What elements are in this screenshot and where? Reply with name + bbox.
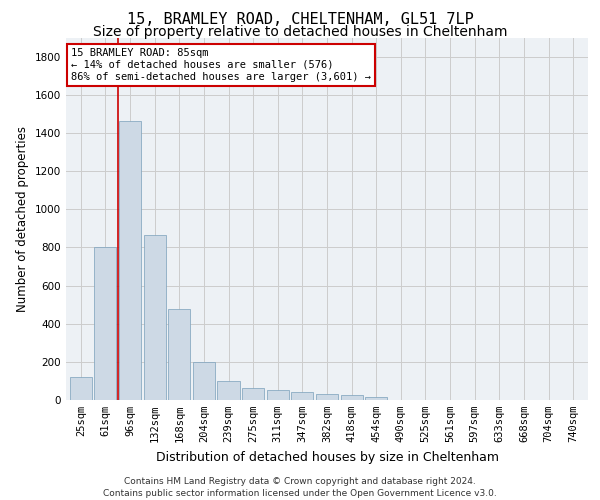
Text: Size of property relative to detached houses in Cheltenham: Size of property relative to detached ho… (93, 25, 507, 39)
Bar (119, 122, 141, 400)
Bar (266, 390, 289, 400)
Bar (242, 388, 264, 400)
Bar (341, 395, 363, 400)
Text: 15, BRAMLEY ROAD, CHELTENHAM, GL51 7LP: 15, BRAMLEY ROAD, CHELTENHAM, GL51 7LP (127, 12, 473, 28)
Bar (70, 377, 92, 400)
Bar (143, 235, 166, 400)
X-axis label: Distribution of detached houses by size in Cheltenham: Distribution of detached houses by size … (155, 450, 499, 464)
Bar (168, 310, 190, 400)
Text: Contains HM Land Registry data © Crown copyright and database right 2024.
Contai: Contains HM Land Registry data © Crown c… (103, 476, 497, 498)
Y-axis label: Number of detached properties: Number of detached properties (16, 126, 29, 312)
Bar (193, 362, 215, 400)
Bar (217, 381, 239, 400)
Text: 15 BRAMLEY ROAD: 85sqm
← 14% of detached houses are smaller (576)
86% of semi-de: 15 BRAMLEY ROAD: 85sqm ← 14% of detached… (71, 48, 371, 82)
Bar (94, 248, 116, 400)
Bar (291, 392, 313, 400)
Bar (365, 397, 388, 400)
Bar (316, 394, 338, 400)
